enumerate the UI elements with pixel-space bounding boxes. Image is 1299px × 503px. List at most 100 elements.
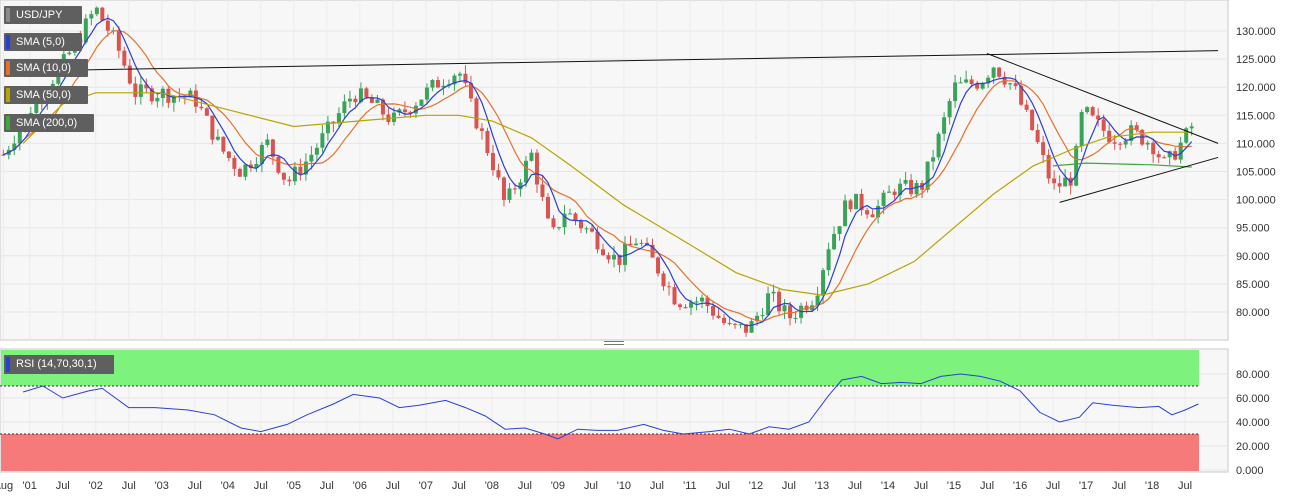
candle-down <box>474 98 479 129</box>
price-tick-label: 80.000 <box>1236 307 1270 319</box>
candle-up <box>1063 177 1068 187</box>
candle-down <box>116 30 121 51</box>
time-tick-label: '02 <box>89 480 103 492</box>
candle-down <box>199 106 204 109</box>
candle-down <box>865 210 870 215</box>
candle-up <box>309 154 314 162</box>
candle-up <box>964 79 969 83</box>
candle-down <box>705 297 710 307</box>
candle-down <box>573 213 578 221</box>
panel-resize-handle[interactable] <box>604 341 624 347</box>
candle-down <box>589 228 594 232</box>
trendline <box>1059 156 1219 203</box>
candle-down <box>479 128 484 131</box>
candle-up <box>639 242 644 244</box>
time-tick-label: Jul <box>584 480 598 492</box>
candle-up <box>738 324 743 326</box>
price-tick-label: 115.000 <box>1236 110 1275 122</box>
time-tick-label: Jul <box>782 480 796 492</box>
indicator-lines <box>3 17 1199 440</box>
candle-up <box>34 99 39 113</box>
rsi-line <box>22 373 1199 440</box>
candle-up <box>523 160 528 183</box>
candle-down <box>1090 107 1095 116</box>
candle-down <box>408 112 413 114</box>
legend-sma-50[interactable]: SMA (50,0) <box>4 86 88 104</box>
candle-down <box>149 88 154 102</box>
candle-down <box>232 157 237 169</box>
legend-rsi[interactable]: RSI (14,70,30,1) <box>4 355 114 374</box>
time-tick-label: '16 <box>1013 480 1027 492</box>
candle-up <box>507 188 512 200</box>
candle-up <box>28 112 33 115</box>
axis-labels: 130.000 125.000 120.000 115.000 110.000 105.0… <box>0 26 1276 492</box>
candle-up <box>215 136 220 140</box>
candle-up <box>556 227 561 229</box>
time-tick-label: Jul <box>188 480 202 492</box>
candle-up <box>67 52 72 55</box>
candle-down <box>617 254 622 265</box>
candle-up <box>584 228 589 230</box>
candle-down <box>969 79 974 85</box>
candle-up <box>903 179 908 184</box>
candle-down <box>281 172 286 180</box>
candle-down <box>1 154 6 156</box>
rsi-tick-label: 60.000 <box>1236 393 1270 405</box>
rsi-overbought-zone <box>1 350 1199 386</box>
candle-down <box>463 73 468 84</box>
candle-down <box>545 196 550 219</box>
candle-down <box>848 200 853 210</box>
candle-up <box>358 88 363 103</box>
candle-up <box>325 121 330 134</box>
time-tick-label: Jul <box>716 480 730 492</box>
price-tick-label: 125.000 <box>1236 54 1276 66</box>
candle-down <box>744 324 749 333</box>
candle-down <box>727 323 732 325</box>
time-tick-label: '05 <box>287 480 301 492</box>
candle-up <box>854 193 859 210</box>
legend-sma-5-label: SMA (5,0) <box>16 36 65 48</box>
candle-down <box>105 20 110 31</box>
candle-down <box>435 80 440 88</box>
candle-up <box>17 128 22 144</box>
candle-up <box>755 315 760 322</box>
time-tick-label: Jul <box>980 480 994 492</box>
candle-up <box>634 243 639 246</box>
candle-down <box>1046 155 1051 179</box>
candle-up <box>887 191 892 193</box>
candle-up <box>375 99 380 103</box>
price-tick-label: 110.000 <box>1236 138 1275 150</box>
candle-up <box>623 243 628 265</box>
candle-down <box>100 7 105 21</box>
legend-sma-5[interactable]: SMA (5,0) <box>4 33 82 51</box>
candle-down <box>287 179 292 182</box>
candle-down <box>870 214 875 218</box>
candle-down <box>485 130 490 154</box>
time-tick-label: Jul <box>122 480 136 492</box>
legend-sma-10-label: SMA (10,0) <box>16 62 72 74</box>
time-tick-label: Jul <box>320 480 334 492</box>
legend-sma-200[interactable]: SMA (200,0) <box>4 114 94 132</box>
candle-down <box>661 273 666 287</box>
candle-up <box>1079 112 1084 146</box>
legend-sma-10[interactable]: SMA (10,0) <box>4 59 88 77</box>
price-tick-label: 105.000 <box>1236 167 1276 179</box>
legend-sma-50-label: SMA (50,0) <box>16 89 72 101</box>
candle-down <box>1013 83 1018 87</box>
candle-up <box>1123 140 1128 145</box>
candle-up <box>83 18 88 43</box>
candle-up <box>12 143 17 150</box>
rsi-zones <box>0 350 1199 471</box>
candle-down <box>490 153 495 171</box>
candle-up <box>826 249 831 271</box>
candle-down <box>909 179 914 195</box>
candle-down <box>193 90 198 107</box>
candle-down <box>595 231 600 250</box>
candle-down <box>1096 115 1101 120</box>
time-tick-label: Jul <box>1112 480 1126 492</box>
trendlines <box>56 50 1219 203</box>
legend-symbol[interactable]: USD/JPY <box>4 6 82 24</box>
candle-down <box>380 99 385 115</box>
candle-up <box>292 166 297 182</box>
